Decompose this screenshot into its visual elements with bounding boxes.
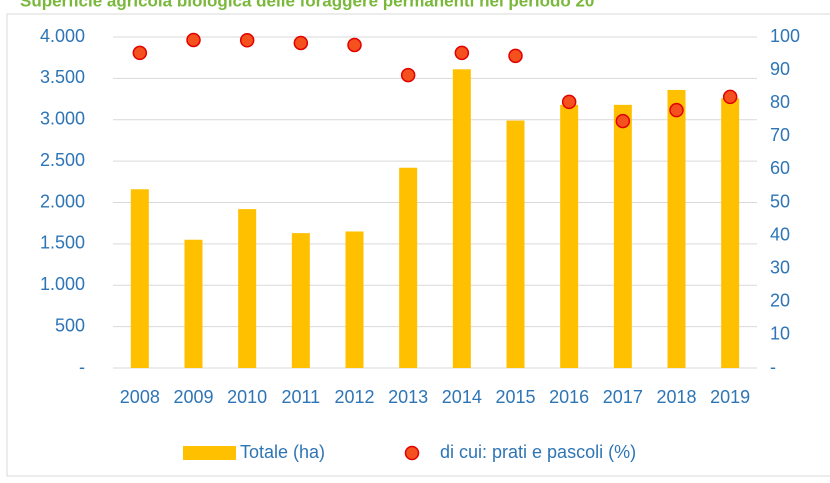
y-tick-label: 2.500 — [40, 150, 85, 170]
bar — [613, 104, 632, 368]
y-tick-label: 500 — [55, 315, 85, 335]
point — [132, 45, 148, 61]
y2-tick-label: 30 — [770, 257, 790, 277]
y2-tick-label: - — [770, 357, 776, 377]
x-tick-label: 2016 — [549, 387, 589, 407]
point — [454, 45, 470, 61]
y-tick-label: - — [79, 357, 85, 377]
y-tick-label: 1.000 — [40, 274, 85, 294]
y-tick-label: 4.000 — [40, 26, 85, 46]
x-tick-label: 2012 — [334, 387, 374, 407]
point — [722, 89, 738, 105]
y-tick-label: 2.000 — [40, 191, 85, 211]
point — [239, 33, 255, 48]
y2-tick-label: 50 — [770, 191, 790, 211]
x-tick-label: 2011 — [281, 387, 320, 407]
y-tick-label: 3.000 — [40, 109, 85, 129]
point — [400, 67, 416, 83]
x-tick-label: 2014 — [442, 387, 482, 407]
y2-tick-label: 90 — [770, 59, 790, 79]
y2-tick-label: 10 — [770, 324, 790, 344]
point — [293, 35, 309, 51]
y-tick-label: 1.500 — [40, 233, 85, 253]
point — [347, 37, 362, 53]
x-tick-label: 2008 — [120, 387, 160, 407]
bar — [667, 89, 686, 369]
x-tick-label: 2019 — [710, 387, 750, 407]
legend-label: di cui: prati e pascoli (%) — [440, 442, 636, 462]
bar — [345, 231, 364, 368]
y2-tick-label: 20 — [770, 291, 790, 311]
point — [615, 113, 631, 129]
legend-swatch — [183, 446, 236, 460]
point — [561, 94, 577, 110]
y-tick-label: 3.500 — [40, 67, 85, 87]
x-tick-label: 2017 — [603, 387, 643, 407]
bar — [238, 209, 257, 368]
x-tick-label: 2013 — [388, 387, 428, 407]
bar — [560, 104, 579, 368]
legend-label: Totale (ha) — [240, 442, 325, 462]
bar — [452, 69, 471, 369]
y2-tick-label: 80 — [770, 92, 790, 112]
x-tick-label: 2018 — [656, 387, 696, 407]
y2-tick-label: 70 — [770, 125, 790, 145]
x-tick-label: 2009 — [173, 387, 213, 407]
y2-tick-label: 40 — [770, 224, 790, 244]
chart-border — [6, 13, 830, 477]
x-tick-label: 2015 — [495, 387, 535, 407]
x-tick-label: 2010 — [227, 387, 267, 407]
point — [669, 102, 684, 118]
point — [186, 32, 201, 48]
y2-tick-label: 100 — [770, 26, 800, 46]
bar — [399, 167, 418, 368]
bar — [291, 233, 310, 368]
point — [508, 48, 523, 64]
bar — [506, 120, 525, 368]
y2-tick-label: 60 — [770, 158, 790, 178]
legend-swatch — [404, 445, 420, 461]
chart-title: Superficie agricola biologica delle fora… — [20, 0, 594, 10]
bar — [184, 239, 203, 368]
bar — [130, 189, 149, 368]
bar — [721, 98, 740, 369]
